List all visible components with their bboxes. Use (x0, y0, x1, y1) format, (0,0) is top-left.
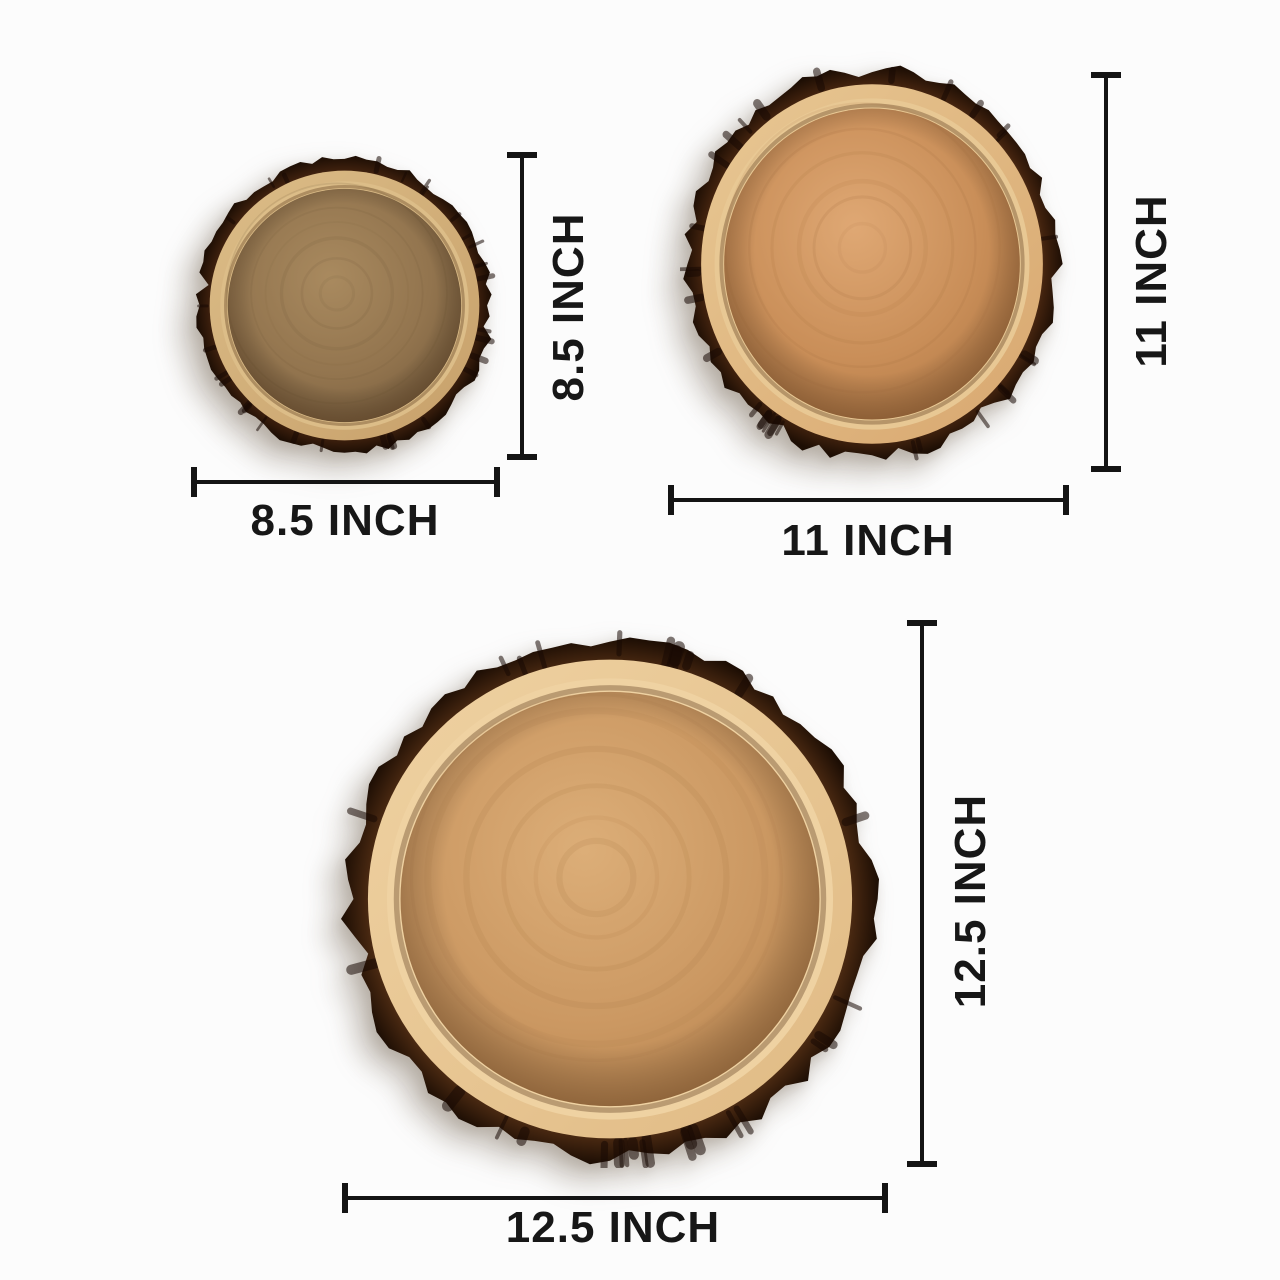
dimension-cap (1063, 485, 1069, 515)
wood-tray-large (338, 630, 882, 1168)
width-dimension-label-small: 8.5 INCH (250, 496, 440, 545)
dimension-cap (494, 467, 500, 497)
height-dimension-line-small (507, 152, 537, 460)
width-dimension-line-medium (668, 485, 1069, 515)
dimension-cap (342, 1183, 348, 1213)
dimension-cap (507, 152, 537, 158)
height-dimension-line-medium (1091, 72, 1121, 472)
dimension-cap (507, 454, 537, 460)
height-dimension-line-large (907, 620, 937, 1167)
dimension-cap (882, 1183, 888, 1213)
height-dimension-label-small: 8.5 INCH (544, 212, 593, 402)
height-dimension-label-large: 12.5 INCH (946, 793, 995, 1009)
dimension-cap (1091, 466, 1121, 472)
dimension-cap (907, 1161, 937, 1167)
wood-tray-medium (680, 62, 1064, 466)
wood-tray-small (193, 154, 496, 457)
height-dimension-label-medium: 11 INCH (1127, 194, 1176, 368)
width-dimension-line-small (191, 467, 500, 497)
width-dimension-label-large: 12.5 INCH (505, 1203, 721, 1252)
dimension-cap (668, 485, 674, 515)
dimension-cap (1091, 72, 1121, 78)
dimension-cap (907, 620, 937, 626)
width-dimension-label-medium: 11 INCH (781, 516, 955, 565)
width-dimension-line-large (342, 1183, 888, 1213)
dimension-cap (191, 467, 197, 497)
